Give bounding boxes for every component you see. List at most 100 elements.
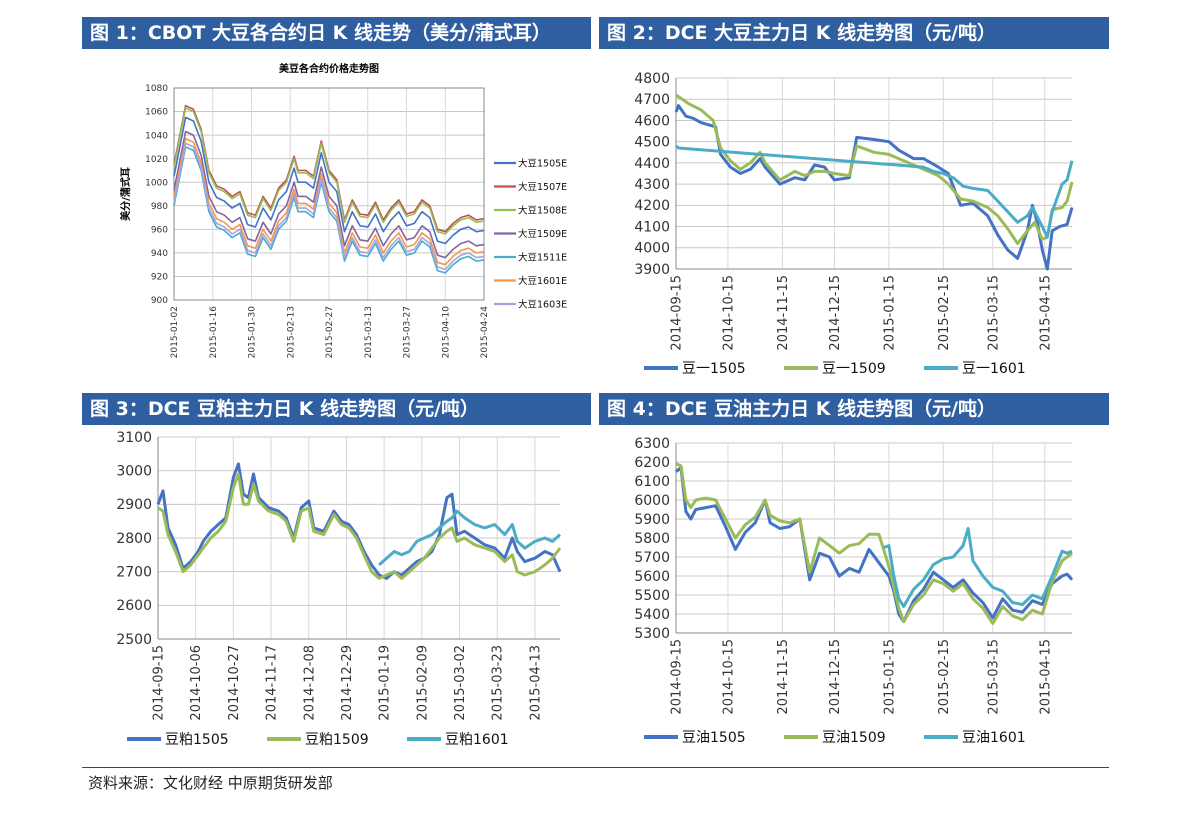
fig3-series-豆粕1505	[156, 462, 562, 580]
fig3-legend-豆粕1509: 豆粕1509	[305, 732, 369, 748]
fig1-ytick-1020: 1020	[145, 155, 168, 165]
fig1-legend-大豆1509E: 大豆1509E	[518, 228, 567, 240]
fig3-ytick-3000: 3000	[116, 464, 152, 480]
fig1-legend-大豆1601E: 大豆1601E	[518, 275, 567, 287]
fig2-series-豆一1505	[674, 104, 1074, 271]
fig4-ytick-6200: 6200	[634, 455, 670, 471]
fig2-xtick-2015-02-15: 2015-02-15	[937, 275, 952, 351]
fig1-series-大豆1505E	[173, 116, 485, 245]
fig3-series-豆粕1509	[157, 472, 562, 580]
fig1-ytick-1060: 1060	[145, 108, 168, 118]
fig2-ytick-4700: 4700	[634, 92, 670, 108]
fig3-xtick-2015-02-09: 2015-02-09	[415, 645, 430, 721]
fig4-legend-豆油1505: 豆油1505	[682, 730, 746, 746]
fig1-ytick-1040: 1040	[145, 131, 168, 141]
fig2-ytick-4300: 4300	[634, 177, 670, 193]
fig4-series-豆油1509	[675, 462, 1073, 625]
fig1-ytick-1000: 1000	[145, 178, 168, 188]
fig4-xtick-2014-11-15: 2014-11-15	[776, 639, 791, 715]
fig2-series-豆一1601	[675, 144, 1074, 239]
source-note: 资料来源：文化财经 中原期货研发部	[88, 774, 333, 792]
fig4-xtick-2014-09-15: 2014-09-15	[670, 639, 685, 715]
fig4-xtick-2014-12-15: 2014-12-15	[828, 639, 843, 715]
fig3-ytick-2900: 2900	[116, 497, 152, 513]
fig1-xtick-2015-04-24: 2015-04-24	[480, 306, 490, 359]
fig3-xtick-2014-11-17: 2014-11-17	[265, 645, 280, 721]
fig1-xtick-2015-04-10: 2015-04-10	[441, 306, 451, 359]
fig4-ytick-6300: 6300	[634, 436, 670, 452]
fig4-ytick-5500: 5500	[634, 588, 670, 604]
fig4-ytick-5700: 5700	[634, 550, 670, 566]
fig4-series-豆油1505	[675, 466, 1074, 624]
fig1-xtick-2015-03-13: 2015-03-13	[364, 306, 374, 358]
fig4-xtick-2014-10-15: 2014-10-15	[722, 639, 737, 715]
fig1-xtick-2015-02-13: 2015-02-13	[286, 306, 296, 358]
fig3-xtick-2014-12-08: 2014-12-08	[302, 645, 317, 721]
fig4-legend-豆油1509: 豆油1509	[822, 730, 886, 746]
fig4-ytick-5400: 5400	[634, 607, 670, 623]
fig3-legend-豆粕1601: 豆粕1601	[445, 732, 509, 748]
footer-rule	[82, 767, 1109, 768]
fig3-svg: 2500 2600 2700 2800 2900 3000 3100 2014-09-15 20…	[116, 430, 562, 748]
fig1-legend-大豆1511E: 大豆1511E	[518, 252, 567, 264]
fig4-svg: 5300 5400 5500 5600 5700 5800 5900 6000 6100 6200…	[634, 436, 1074, 746]
fig3-series-豆粕1601	[378, 509, 562, 567]
fig4-ytick-6000: 6000	[634, 493, 670, 509]
fig2-xtick-2015-01-15: 2015-01-15	[882, 275, 897, 351]
chart-cbot-soybean: 900 920 940 960 980 1000 1020 1040 1060 1080 2015-…	[82, 52, 591, 387]
fig2-ytick-4400: 4400	[634, 156, 670, 172]
fig2-ytick-4200: 4200	[634, 198, 670, 214]
fig4-legend-豆油1601: 豆油1601	[962, 730, 1026, 746]
fig2-ytick-4800: 4800	[634, 71, 670, 87]
fig4-series-豆油1601	[883, 527, 1073, 608]
chart-dce-soymeal: 2500 2600 2700 2800 2900 3000 3100 2014-09-15 20…	[82, 427, 591, 759]
fig3-xtick-2015-01-19: 2015-01-19	[378, 645, 393, 721]
fig1-title: 美豆各合约价格走势图	[279, 62, 379, 75]
fig4-header: 图 4：DCE 豆油主力日 K 线走势图（元/吨）	[599, 393, 1109, 425]
fig1-series-大豆1509E	[173, 130, 485, 259]
fig1-ytick-900: 900	[151, 296, 168, 306]
fig1-xtick-2015-01-30: 2015-01-30	[248, 306, 258, 359]
fig1-svg: 900 920 940 960 980 1000 1020 1040 1060 1080 2015-…	[119, 62, 567, 359]
fig1-ytick-1080: 1080	[145, 84, 168, 94]
fig4-ytick-6100: 6100	[634, 474, 670, 490]
fig1-series-大豆1601E	[173, 137, 485, 266]
fig3-xtick-2015-03-23: 2015-03-23	[491, 645, 506, 721]
fig1-header: 图 1：CBOT 大豆各合约日 K 线走势（美分/蒲式耳）	[82, 17, 591, 49]
fig1-xtick-2015-01-02: 2015-01-02	[170, 306, 180, 358]
fig4-xtick-2015-03-15: 2015-03-15	[986, 639, 1001, 715]
fig2-ytick-4100: 4100	[634, 219, 670, 235]
fig3-xtick-2015-03-02: 2015-03-02	[453, 645, 468, 721]
fig4-xtick-2015-02-15: 2015-02-15	[937, 639, 952, 715]
fig3-xtick-2015-04-13: 2015-04-13	[528, 645, 543, 721]
fig2-svg: 3900 4000 4100 4200 4300 4400 4500 4600 4700 4800…	[634, 71, 1074, 377]
fig4-ytick-5800: 5800	[634, 531, 670, 547]
fig1-ytick-980: 980	[151, 202, 168, 212]
fig3-xtick-2014-10-27: 2014-10-27	[227, 645, 242, 721]
fig1-legend-大豆1508E: 大豆1508E	[518, 205, 567, 217]
fig3-ytick-2800: 2800	[116, 531, 152, 547]
fig3-xtick-2014-10-06: 2014-10-06	[189, 645, 204, 721]
fig2-xtick-2014-11-15: 2014-11-15	[776, 275, 791, 351]
fig1-legend-大豆1507E: 大豆1507E	[518, 181, 567, 193]
fig1-ytick-920: 920	[151, 273, 168, 283]
fig1-series-大豆1603E	[173, 142, 485, 271]
fig2-xtick-2014-12-15: 2014-12-15	[828, 275, 843, 351]
fig3-legend-豆粕1505: 豆粕1505	[165, 732, 229, 748]
fig1-series-大豆1511E	[173, 146, 485, 274]
fig4-ytick-5600: 5600	[634, 569, 670, 585]
fig1-series-大豆1508E	[173, 107, 485, 235]
fig3-header: 图 3：DCE 豆粕主力日 K 线走势图（元/吨）	[82, 393, 591, 425]
fig1-ytick-960: 960	[151, 225, 168, 235]
fig3-xtick-2014-12-29: 2014-12-29	[340, 645, 355, 721]
fig2-series-豆一1509	[675, 93, 1074, 245]
fig2-legend-豆一1601: 豆一1601	[962, 361, 1026, 377]
fig3-ytick-3100: 3100	[116, 430, 152, 446]
fig4-ytick-5900: 5900	[634, 512, 670, 528]
fig4-xtick-2015-01-15: 2015-01-15	[882, 639, 897, 715]
fig1-ytick-940: 940	[151, 249, 168, 259]
fig2-ytick-4000: 4000	[634, 241, 670, 257]
fig1-legend-大豆1603E: 大豆1603E	[518, 299, 567, 311]
fig1-xtick-2015-03-27: 2015-03-27	[403, 306, 413, 358]
fig4-ytick-5300: 5300	[634, 626, 670, 642]
